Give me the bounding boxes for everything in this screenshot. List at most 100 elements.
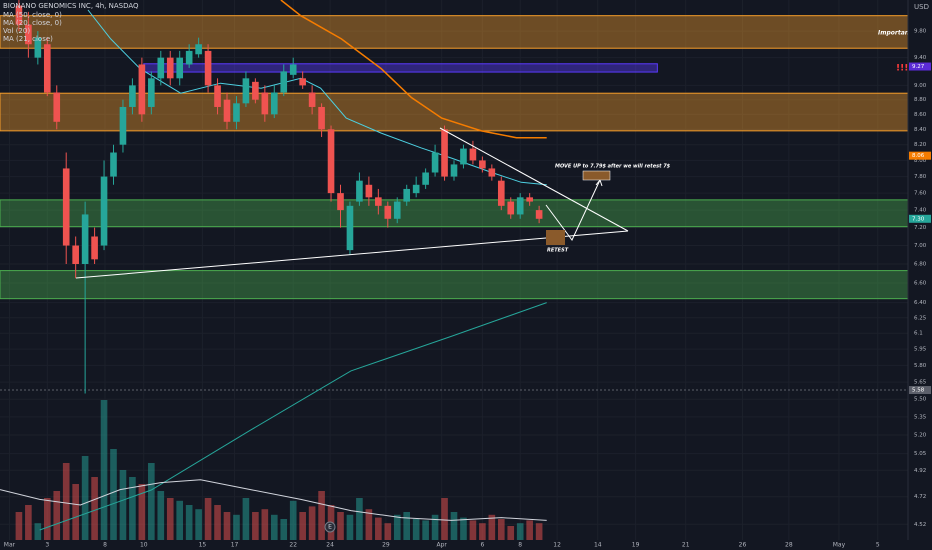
x-tick-label: 22: [289, 542, 297, 549]
x-tick-label: 26: [739, 542, 747, 549]
candle-body: [384, 205, 392, 219]
x-tick-label: 15: [199, 542, 207, 549]
volume-bar: [110, 449, 117, 540]
candle-body: [535, 210, 543, 219]
x-tick-label: 14: [594, 542, 602, 549]
candle-body: [148, 78, 155, 107]
volume-bar: [100, 400, 108, 540]
candle-body: [261, 92, 269, 115]
annotation: !!!: [896, 64, 908, 74]
candle-body: [72, 245, 79, 265]
y-tick-label: 5.05: [914, 451, 927, 457]
volume-bar: [516, 523, 524, 540]
earnings-label[interactable]: E: [328, 524, 332, 531]
volume-bar: [535, 523, 543, 540]
y-tick-label: 9.40: [914, 55, 927, 61]
candle-body: [252, 81, 259, 100]
volume-bar: [15, 512, 23, 540]
x-tick-label: 21: [682, 542, 690, 549]
y-tick-label: 5.80: [914, 363, 927, 369]
volume-bar: [157, 491, 165, 540]
y-tick-label: 4.72: [914, 494, 926, 500]
candle-body: [62, 168, 70, 246]
y-tick-label: 5.35: [914, 414, 927, 420]
candle-body: [460, 148, 467, 165]
currency: USD: [914, 3, 929, 11]
legend-entry: Vol (20): [3, 27, 30, 35]
y-tick-label: 6.40: [914, 300, 927, 306]
candle-body: [375, 197, 382, 206]
candle-body: [270, 92, 278, 115]
volume-bar: [43, 498, 51, 540]
zone: [0, 199, 909, 228]
candle-body: [299, 78, 306, 86]
earnings-icon[interactable]: [324, 521, 336, 533]
volume-bar: [148, 463, 155, 540]
candles: [15, 0, 543, 394]
y-tick-label: 6.80: [914, 262, 927, 268]
y-tick-label: 7.80: [914, 174, 927, 180]
candle-body: [441, 129, 448, 177]
volume-bar: [261, 509, 269, 540]
indicator-line: [87, 9, 547, 186]
x-tick-label: Apr: [437, 542, 448, 549]
volume-bar: [469, 520, 477, 540]
price-marker: [909, 214, 931, 223]
x-tick-label: 8: [518, 542, 522, 549]
candle-body: [157, 57, 165, 79]
price-axis: [908, 0, 932, 550]
volume-bar: [233, 514, 240, 540]
x-tick-label: 3: [45, 542, 49, 549]
candle-body: [129, 85, 136, 107]
y-tick-label: 5.95: [914, 347, 927, 353]
candle-body: [469, 148, 477, 161]
volume: [15, 400, 543, 540]
y-tick-label: 7.40: [914, 208, 927, 214]
candle-body: [15, 5, 23, 25]
candle-body: [403, 188, 411, 202]
volume-bar: [166, 498, 174, 540]
zone: [143, 63, 658, 73]
x-tick-label: 19: [632, 542, 640, 549]
candle-body: [34, 37, 42, 58]
volume-bar: [450, 512, 458, 540]
indicator-line: [39, 302, 547, 531]
candle-body: [346, 205, 354, 251]
volume-bar: [441, 498, 448, 540]
candle-body: [25, 24, 32, 45]
y-tick-label: 5.50: [914, 397, 927, 403]
y-tick-label: 8.20: [914, 142, 927, 148]
volume-bar: [270, 514, 278, 540]
volume-bar: [346, 514, 354, 540]
scenario-arrow: [545, 179, 601, 241]
volume-bar: [356, 498, 363, 540]
candle-body: [393, 201, 401, 219]
candle-body: [110, 152, 117, 177]
candle-body: [233, 103, 240, 122]
volume-bar: [526, 520, 533, 540]
indicator-line: [0, 479, 547, 521]
volume-bar: [138, 484, 146, 540]
trendline: [439, 127, 629, 232]
y-tick-label: 7.60: [914, 191, 927, 197]
candle-body: [100, 176, 108, 246]
x-tick-label: 28: [785, 542, 793, 549]
annotation: RETEST: [547, 248, 569, 254]
axis-labels: 9.80 9.40 9.00 8.80 8.60 8.40 8.20 8.00 7.80 7.60…: [4, 29, 931, 549]
volume-bar: [393, 514, 401, 540]
price-marker: [909, 151, 931, 160]
volume-bar: [488, 514, 496, 540]
x-tick-label: 12: [553, 542, 561, 549]
x-tick-label: 17: [231, 542, 239, 549]
volume-bar: [375, 517, 382, 540]
y-tick-label: 8.00: [914, 158, 927, 164]
x-tick-label: 6: [480, 542, 484, 549]
x-tick-label: 5: [876, 542, 880, 549]
zone: [0, 92, 909, 132]
candle-body: [138, 64, 146, 115]
legend-entry: MA (50, close, 0): [3, 11, 62, 19]
candle-body: [195, 44, 202, 55]
volume-bar: [252, 512, 259, 540]
volume-bar: [34, 523, 42, 540]
